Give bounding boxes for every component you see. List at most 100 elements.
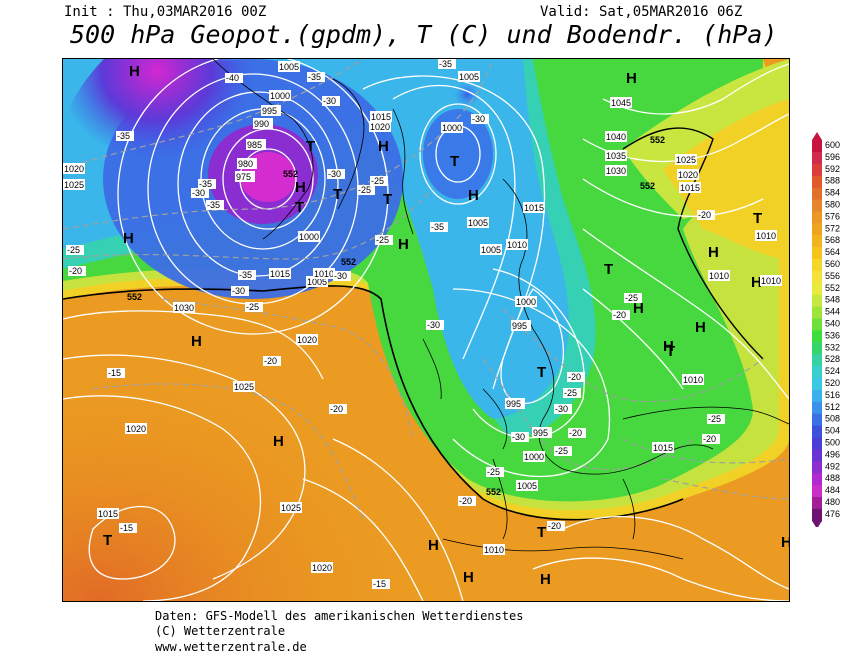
legend-arrow-bottom: [812, 520, 822, 529]
svg-text:1045: 1045: [611, 98, 631, 108]
legend-swatch: [812, 413, 822, 427]
svg-text:-15: -15: [373, 579, 386, 589]
legend-label: 532: [825, 342, 840, 352]
high-symbol: H: [663, 338, 674, 355]
high-symbol: H: [463, 569, 474, 586]
legend-label: 544: [825, 307, 840, 317]
high-symbol: H: [398, 236, 409, 253]
svg-text:-30: -30: [555, 404, 568, 414]
high-symbol: H: [428, 537, 439, 554]
low-symbol: T: [753, 210, 762, 227]
legend-label: 528: [825, 354, 840, 364]
map-title: 500 hPa Geopot.(gpdm), T (C) und Bodendr…: [70, 20, 778, 49]
svg-text:1025: 1025: [281, 503, 301, 513]
legend-swatch: [812, 282, 822, 296]
legend-label: 516: [825, 390, 840, 400]
svg-text:-30: -30: [427, 320, 440, 330]
legend-swatch: [812, 163, 822, 177]
svg-text:-35: -35: [199, 179, 212, 189]
legend-swatch: [812, 294, 822, 308]
svg-text:552: 552: [127, 292, 142, 302]
low-symbol: T: [450, 153, 459, 170]
svg-text:1010: 1010: [507, 240, 527, 250]
legend-swatch: [812, 449, 822, 462]
legend-swatch: [812, 401, 822, 415]
legend-swatch: [812, 235, 822, 248]
legend-swatch: [812, 461, 822, 474]
low-symbol: T: [295, 199, 304, 216]
svg-text:-20: -20: [568, 372, 581, 382]
legend-swatch: [812, 151, 822, 165]
svg-text:1020: 1020: [678, 170, 698, 180]
legend-swatch: [812, 140, 822, 153]
isobars: [63, 59, 789, 601]
data-source: Daten: GFS-Modell des amerikanischen Wet…: [155, 609, 524, 623]
legend-swatch: [812, 306, 822, 319]
svg-text:1000: 1000: [299, 232, 319, 242]
legend-swatch: [812, 497, 822, 510]
legend-swatch: [812, 211, 822, 224]
svg-text:-25: -25: [371, 176, 384, 186]
legend-label: 488: [825, 473, 840, 483]
svg-text:-30: -30: [192, 188, 205, 198]
legend-label: 592: [825, 164, 840, 174]
svg-text:-30: -30: [323, 96, 336, 106]
legend-label: 548: [825, 295, 840, 305]
svg-text:552: 552: [341, 257, 356, 267]
svg-text:-25: -25: [246, 302, 259, 312]
svg-text:1005: 1005: [307, 277, 327, 287]
svg-text:-25: -25: [708, 414, 721, 424]
svg-text:1015: 1015: [98, 509, 118, 519]
svg-text:1000: 1000: [516, 297, 536, 307]
low-symbol: T: [333, 186, 342, 203]
legend-label: 484: [825, 485, 840, 495]
legend-swatch: [812, 389, 822, 403]
legend-swatch: [812, 259, 822, 272]
svg-text:1000: 1000: [442, 123, 462, 133]
legend-swatch: [812, 187, 822, 200]
legend-label: 564: [825, 247, 840, 257]
svg-text:-20: -20: [330, 404, 343, 414]
svg-text:-30: -30: [472, 114, 485, 124]
legend-label: 596: [825, 152, 840, 162]
low-symbol: T: [537, 364, 546, 381]
svg-text:1020: 1020: [297, 335, 317, 345]
legend-swatch: [812, 425, 822, 438]
init-time: Init : Thu,03MAR2016 00Z: [64, 4, 267, 20]
legend-label: 584: [825, 188, 840, 198]
legend-label: 572: [825, 223, 840, 233]
svg-text:-35: -35: [239, 270, 252, 280]
svg-text:995: 995: [512, 321, 527, 331]
high-symbol: H: [781, 534, 789, 551]
svg-text:552: 552: [650, 135, 665, 145]
svg-text:975: 975: [236, 172, 251, 182]
legend-label: 556: [825, 271, 840, 281]
pressure-centers: H H H H H H H H H H H H H H H H H H T T …: [103, 63, 789, 588]
low-symbol: T: [306, 138, 315, 155]
legend-label: 500: [825, 438, 840, 448]
svg-text:-15: -15: [120, 523, 133, 533]
legend-label: 600: [825, 140, 840, 150]
svg-text:-15: -15: [108, 368, 121, 378]
svg-text:-30: -30: [512, 432, 525, 442]
high-symbol: H: [708, 244, 719, 261]
high-symbol: H: [695, 319, 706, 336]
svg-text:-20: -20: [613, 310, 626, 320]
svg-text:-20: -20: [69, 266, 82, 276]
pressure-labels: 1005 1000 995 990 985 980 975 1005 1010 …: [63, 61, 782, 573]
svg-text:1000: 1000: [524, 452, 544, 462]
svg-text:1010: 1010: [484, 545, 504, 555]
legend-label: 504: [825, 426, 840, 436]
legend-label: 576: [825, 211, 840, 221]
legend-arrow-top: [812, 132, 822, 140]
high-symbol: H: [751, 274, 762, 291]
svg-text:1010: 1010: [683, 375, 703, 385]
low-symbol: T: [537, 524, 546, 541]
legend-label: 520: [825, 378, 840, 388]
legend-label: 476: [825, 509, 840, 519]
high-symbol: H: [633, 300, 644, 317]
svg-text:-25: -25: [67, 245, 80, 255]
low-symbol: T: [604, 261, 613, 278]
svg-text:995: 995: [262, 106, 277, 116]
svg-text:-20: -20: [703, 434, 716, 444]
